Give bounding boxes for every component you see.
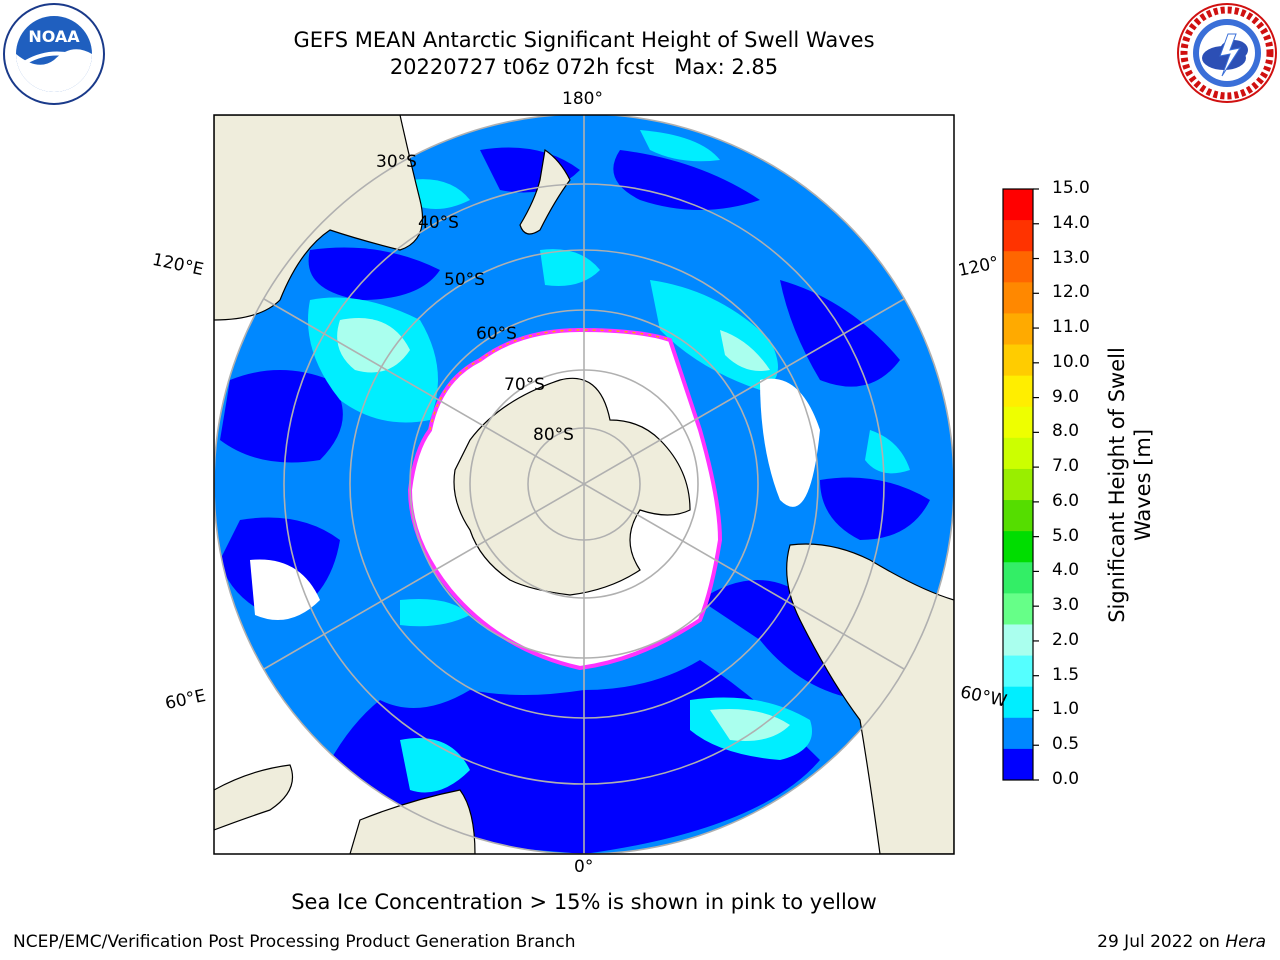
colorbar-segment xyxy=(1003,189,1033,221)
meridian-label-0: 0° xyxy=(574,857,594,877)
colorbar-tick-label: 2.0 xyxy=(1052,629,1080,650)
national-weather-service-logo xyxy=(1176,2,1278,104)
colorbar-segment xyxy=(1003,531,1033,563)
parallel-label-70s: 70°S xyxy=(504,375,545,395)
swell-patch-max xyxy=(337,318,410,373)
map-frame xyxy=(213,114,955,855)
colorbar-segment xyxy=(1003,717,1033,750)
svg-text:NOAA: NOAA xyxy=(28,27,80,46)
colorbar-segment xyxy=(1003,468,1033,501)
chart-title: GEFS MEAN Antarctic Significant Height o… xyxy=(293,28,875,52)
colorbar-tick-label: 10.0 xyxy=(1052,351,1090,372)
africa xyxy=(349,789,476,854)
parallel-label-50s: 50°S xyxy=(444,270,485,290)
footer-credit: NCEP/EMC/Verification Post Processing Pr… xyxy=(13,932,576,952)
colorbar-tick-label: 5.0 xyxy=(1052,525,1080,546)
meridian-label-180: 180° xyxy=(562,89,603,109)
colorbar-tick-label: 11.0 xyxy=(1052,317,1090,338)
meridians xyxy=(263,115,905,854)
footer-date: 29 Jul 2022 on Hera xyxy=(1097,932,1266,952)
footer-date-text: 29 Jul 2022 on xyxy=(1097,932,1226,952)
antarctica xyxy=(453,377,691,596)
colorbar-segment xyxy=(1003,282,1033,314)
new-zealand xyxy=(519,148,571,235)
colorbar-segment xyxy=(1003,748,1033,781)
south-america xyxy=(786,543,954,854)
colorbar-segment xyxy=(1003,220,1033,252)
noaa-logo: NOAA xyxy=(2,2,106,106)
colorbar-segment xyxy=(1003,686,1033,719)
colorbar-tick-label: 0.0 xyxy=(1052,769,1080,789)
colorbar-segment xyxy=(1003,562,1033,594)
colorbar-label-line1: Significant Height of Swell xyxy=(1105,347,1129,623)
colorbar-segment xyxy=(1003,500,1033,532)
colorbar-segment xyxy=(1003,406,1033,439)
colorbar-tick-label: 6.0 xyxy=(1052,490,1080,511)
colorbar-border xyxy=(1002,188,1034,781)
colorbar-segment xyxy=(1003,375,1033,408)
colorbar-tick-label: 7.0 xyxy=(1052,456,1080,477)
colorbar-segment xyxy=(1003,593,1033,625)
parallel-label-60s: 60°S xyxy=(476,324,517,344)
colorbar-tick-label: 9.0 xyxy=(1052,386,1080,407)
colorbar-tick-label: 4.0 xyxy=(1052,560,1080,581)
colorbar-tick-label: 1.0 xyxy=(1052,699,1080,720)
colorbar-tick-label: 12.0 xyxy=(1052,282,1090,303)
chart-subtitle: 20220727 t06z 072h fcst Max: 2.85 xyxy=(389,55,779,79)
parallel-label-40s: 40°S xyxy=(418,213,459,233)
colorbar-segment xyxy=(1003,437,1033,470)
colorbar-segment xyxy=(1003,313,1033,346)
madagascar xyxy=(214,764,294,831)
colorbar-tick-label: 0.5 xyxy=(1052,734,1080,755)
parallel-label-80s: 80°S xyxy=(533,425,574,445)
footer-host: Hera xyxy=(1225,932,1266,952)
colorbar-segment xyxy=(1003,251,1033,283)
colorbar-tick-label: 14.0 xyxy=(1052,212,1090,233)
colorbar-segment xyxy=(1003,344,1033,377)
colorbar-tick-label: 15.0 xyxy=(1052,178,1090,198)
colorbar-label-line2: Waves [m] xyxy=(1131,428,1155,542)
colorbar-tick-label: 3.0 xyxy=(1052,595,1080,616)
colorbar-segment xyxy=(1003,655,1033,688)
colorbar-label: Significant Height of Swell Waves [m] xyxy=(1104,347,1156,623)
colorbar-segment xyxy=(1003,624,1033,657)
colorbar-tick-label: 13.0 xyxy=(1052,247,1090,268)
swell-patch-max xyxy=(710,709,790,741)
parallel-label-30s: 30°S xyxy=(376,152,417,172)
colorbar xyxy=(1002,188,1039,781)
sea-ice-note: Sea Ice Concentration > 15% is shown in … xyxy=(291,890,877,914)
colorbar-tick-label: 1.5 xyxy=(1052,664,1080,685)
colorbar-tick-label: 8.0 xyxy=(1052,421,1080,442)
